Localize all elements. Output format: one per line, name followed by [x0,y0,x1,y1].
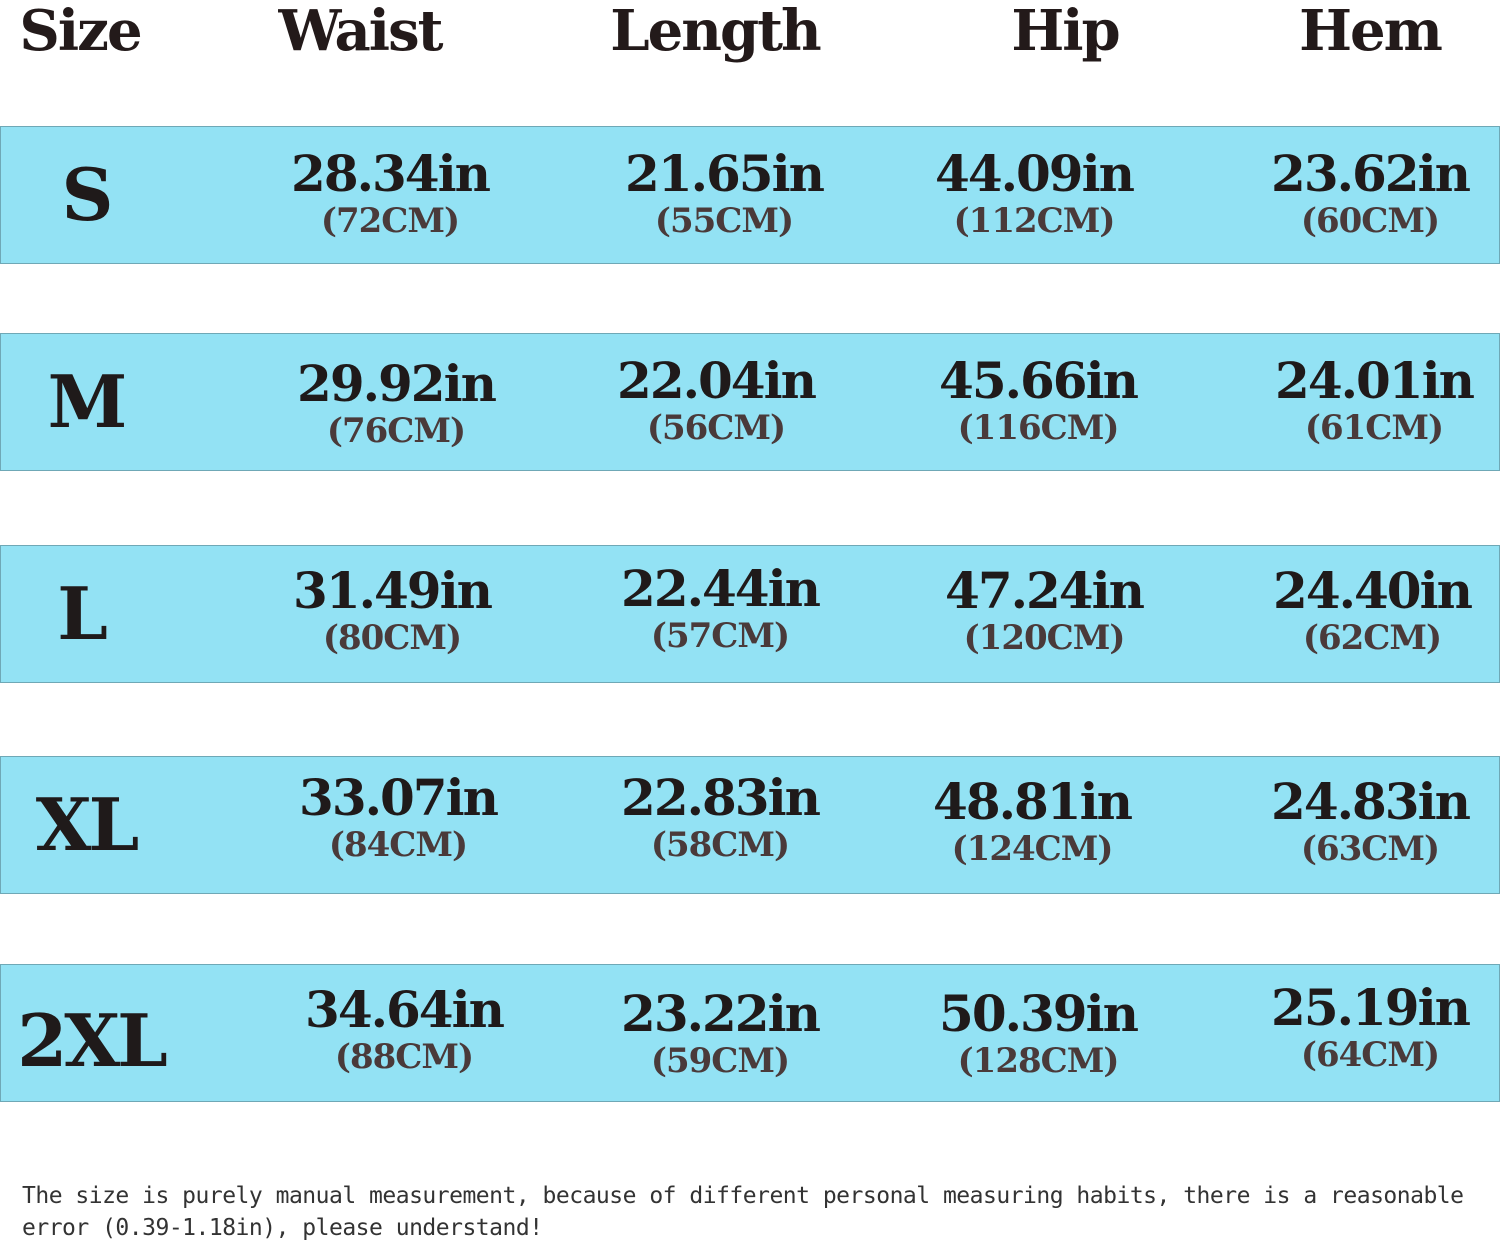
waist-cell: 29.92in (76CM) [281,354,511,452]
hem-cell: 24.01in (61CM) [1259,351,1489,449]
size-label: XL [35,782,140,867]
size-label: 2XL [17,998,168,1083]
hem-cell: 24.40in (62CM) [1257,561,1487,659]
size-label: L [57,571,108,656]
hip-inches: 50.39in [939,984,1139,1043]
hip-cm: (112CM) [953,201,1116,241]
hip-inches: 47.24in [945,561,1145,620]
hip-cell: 48.81in (124CM) [917,772,1147,870]
length-inches: 21.65in [625,144,825,203]
waist-cm: (72CM) [320,201,460,241]
hem-cell: 23.62in (60CM) [1255,144,1485,242]
length-cm: (59CM) [650,1041,790,1081]
size-label: S [61,152,114,237]
header-hip: Hip [1011,0,1120,64]
hip-cm: (120CM) [963,618,1126,658]
hip-cm: (124CM) [951,829,1114,869]
size-row-2xl: 2XL 34.64in (88CM) 23.22in (59CM) 50.39i… [0,964,1500,1102]
hem-inches: 25.19in [1271,978,1471,1037]
length-cm: (56CM) [646,408,786,448]
length-inches: 22.83in [621,768,821,827]
hem-cell: 25.19in (64CM) [1255,978,1485,1076]
waist-inches: 33.07in [299,768,499,827]
hip-cm: (116CM) [957,408,1120,448]
header-waist: Waist [278,0,444,64]
hip-cell: 50.39in (128CM) [923,984,1153,1082]
size-row-l: L 31.49in (80CM) 22.44in (57CM) 47.24in … [0,545,1500,683]
waist-cell: 34.64in (88CM) [289,980,519,1078]
hip-inches: 48.81in [933,772,1133,831]
hem-inches: 24.01in [1275,351,1475,410]
header-size: Size [19,0,142,64]
length-cell: 22.04in (56CM) [601,351,831,449]
length-inches: 22.04in [617,351,817,410]
hem-cm: (64CM) [1300,1035,1440,1075]
waist-cm: (76CM) [326,411,466,451]
hip-inches: 44.09in [935,144,1135,203]
length-inches: 23.22in [621,984,821,1043]
hem-inches: 23.62in [1271,144,1471,203]
length-cell: 23.22in (59CM) [605,984,835,1082]
hem-cm: (63CM) [1300,829,1440,869]
waist-cm: (80CM) [322,618,462,658]
hem-cm: (62CM) [1302,618,1442,658]
size-row-xl: XL 33.07in (84CM) 22.83in (58CM) 48.81in… [0,756,1500,894]
length-cm: (57CM) [650,616,790,656]
waist-cm: (88CM) [334,1037,474,1077]
hip-inches: 45.66in [939,351,1139,410]
length-cm: (55CM) [654,201,794,241]
size-row-m: M 29.92in (76CM) 22.04in (56CM) 45.66in … [0,333,1500,471]
waist-cm: (84CM) [328,825,468,865]
hip-cell: 45.66in (116CM) [923,351,1153,449]
hip-cell: 44.09in (112CM) [919,144,1149,242]
waist-inches: 28.34in [291,144,491,203]
waist-inches: 34.64in [305,980,505,1039]
waist-inches: 29.92in [297,354,497,413]
waist-inches: 31.49in [293,561,493,620]
length-cell: 22.83in (58CM) [605,768,835,866]
header-hem: Hem [1299,0,1443,64]
header-length: Length [610,0,821,64]
hip-cm: (128CM) [957,1041,1120,1081]
hem-cell: 24.83in (63CM) [1255,772,1485,870]
size-label: M [47,359,128,444]
hem-inches: 24.83in [1271,772,1471,831]
measurement-note: The size is purely manual measurement, b… [22,1183,1464,1241]
hem-cm: (60CM) [1300,201,1440,241]
length-cell: 22.44in (57CM) [605,559,835,657]
hip-cell: 47.24in (120CM) [929,561,1159,659]
size-row-s: S 28.34in (72CM) 21.65in (55CM) 44.09in … [0,126,1500,264]
length-cell: 21.65in (55CM) [609,144,839,242]
waist-cell: 31.49in (80CM) [277,561,507,659]
hem-cm: (61CM) [1304,408,1444,448]
length-cm: (58CM) [650,825,790,865]
length-inches: 22.44in [621,559,821,618]
waist-cell: 33.07in (84CM) [283,768,513,866]
waist-cell: 28.34in (72CM) [275,144,505,242]
hem-inches: 24.40in [1273,561,1473,620]
